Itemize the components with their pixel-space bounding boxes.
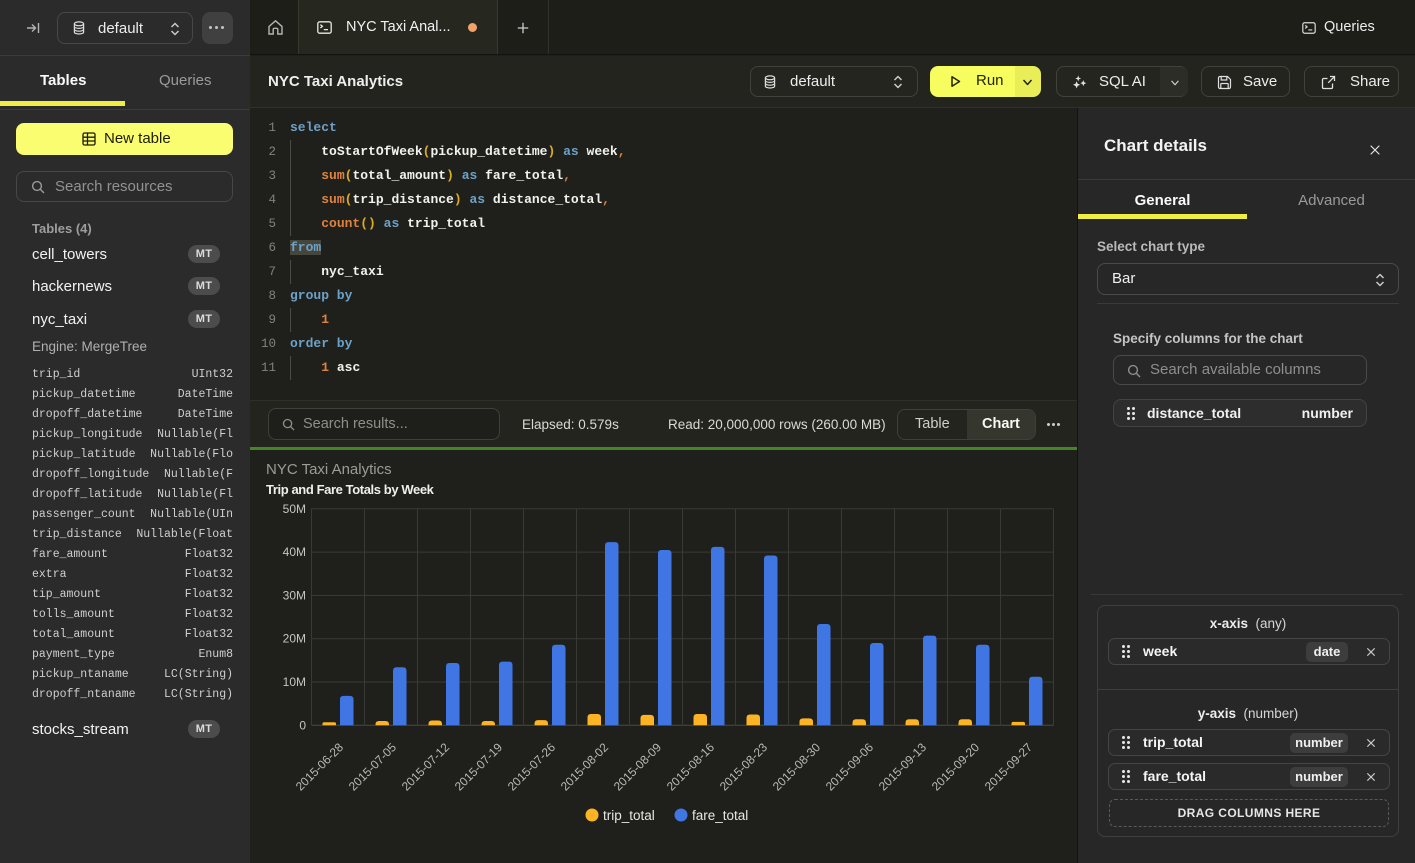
svg-text:2015-07-05: 2015-07-05 (346, 740, 400, 794)
svg-text:30M: 30M (283, 588, 306, 602)
svg-text:fare_total: fare_total (692, 808, 748, 823)
svg-text:2015-09-27: 2015-09-27 (982, 740, 1036, 794)
svg-text:50M: 50M (283, 502, 306, 516)
svg-text:2015-07-26: 2015-07-26 (505, 740, 559, 794)
svg-text:2015-07-19: 2015-07-19 (452, 740, 506, 794)
svg-text:2015-09-20: 2015-09-20 (929, 740, 983, 794)
svg-text:2015-07-12: 2015-07-12 (399, 740, 453, 794)
svg-text:2015-08-30: 2015-08-30 (770, 740, 824, 794)
svg-text:10M: 10M (283, 675, 306, 689)
svg-text:2015-09-13: 2015-09-13 (876, 740, 930, 794)
svg-text:trip_total: trip_total (603, 808, 655, 823)
svg-text:2015-08-09: 2015-08-09 (611, 740, 665, 794)
svg-text:2015-09-06: 2015-09-06 (823, 740, 877, 794)
svg-text:2015-08-02: 2015-08-02 (558, 740, 612, 794)
svg-text:20M: 20M (283, 632, 306, 646)
svg-text:40M: 40M (283, 545, 306, 559)
svg-text:2015-08-16: 2015-08-16 (664, 740, 718, 794)
svg-text:2015-06-28: 2015-06-28 (293, 740, 347, 794)
svg-text:2015-08-23: 2015-08-23 (717, 740, 771, 794)
svg-text:0: 0 (299, 718, 306, 732)
